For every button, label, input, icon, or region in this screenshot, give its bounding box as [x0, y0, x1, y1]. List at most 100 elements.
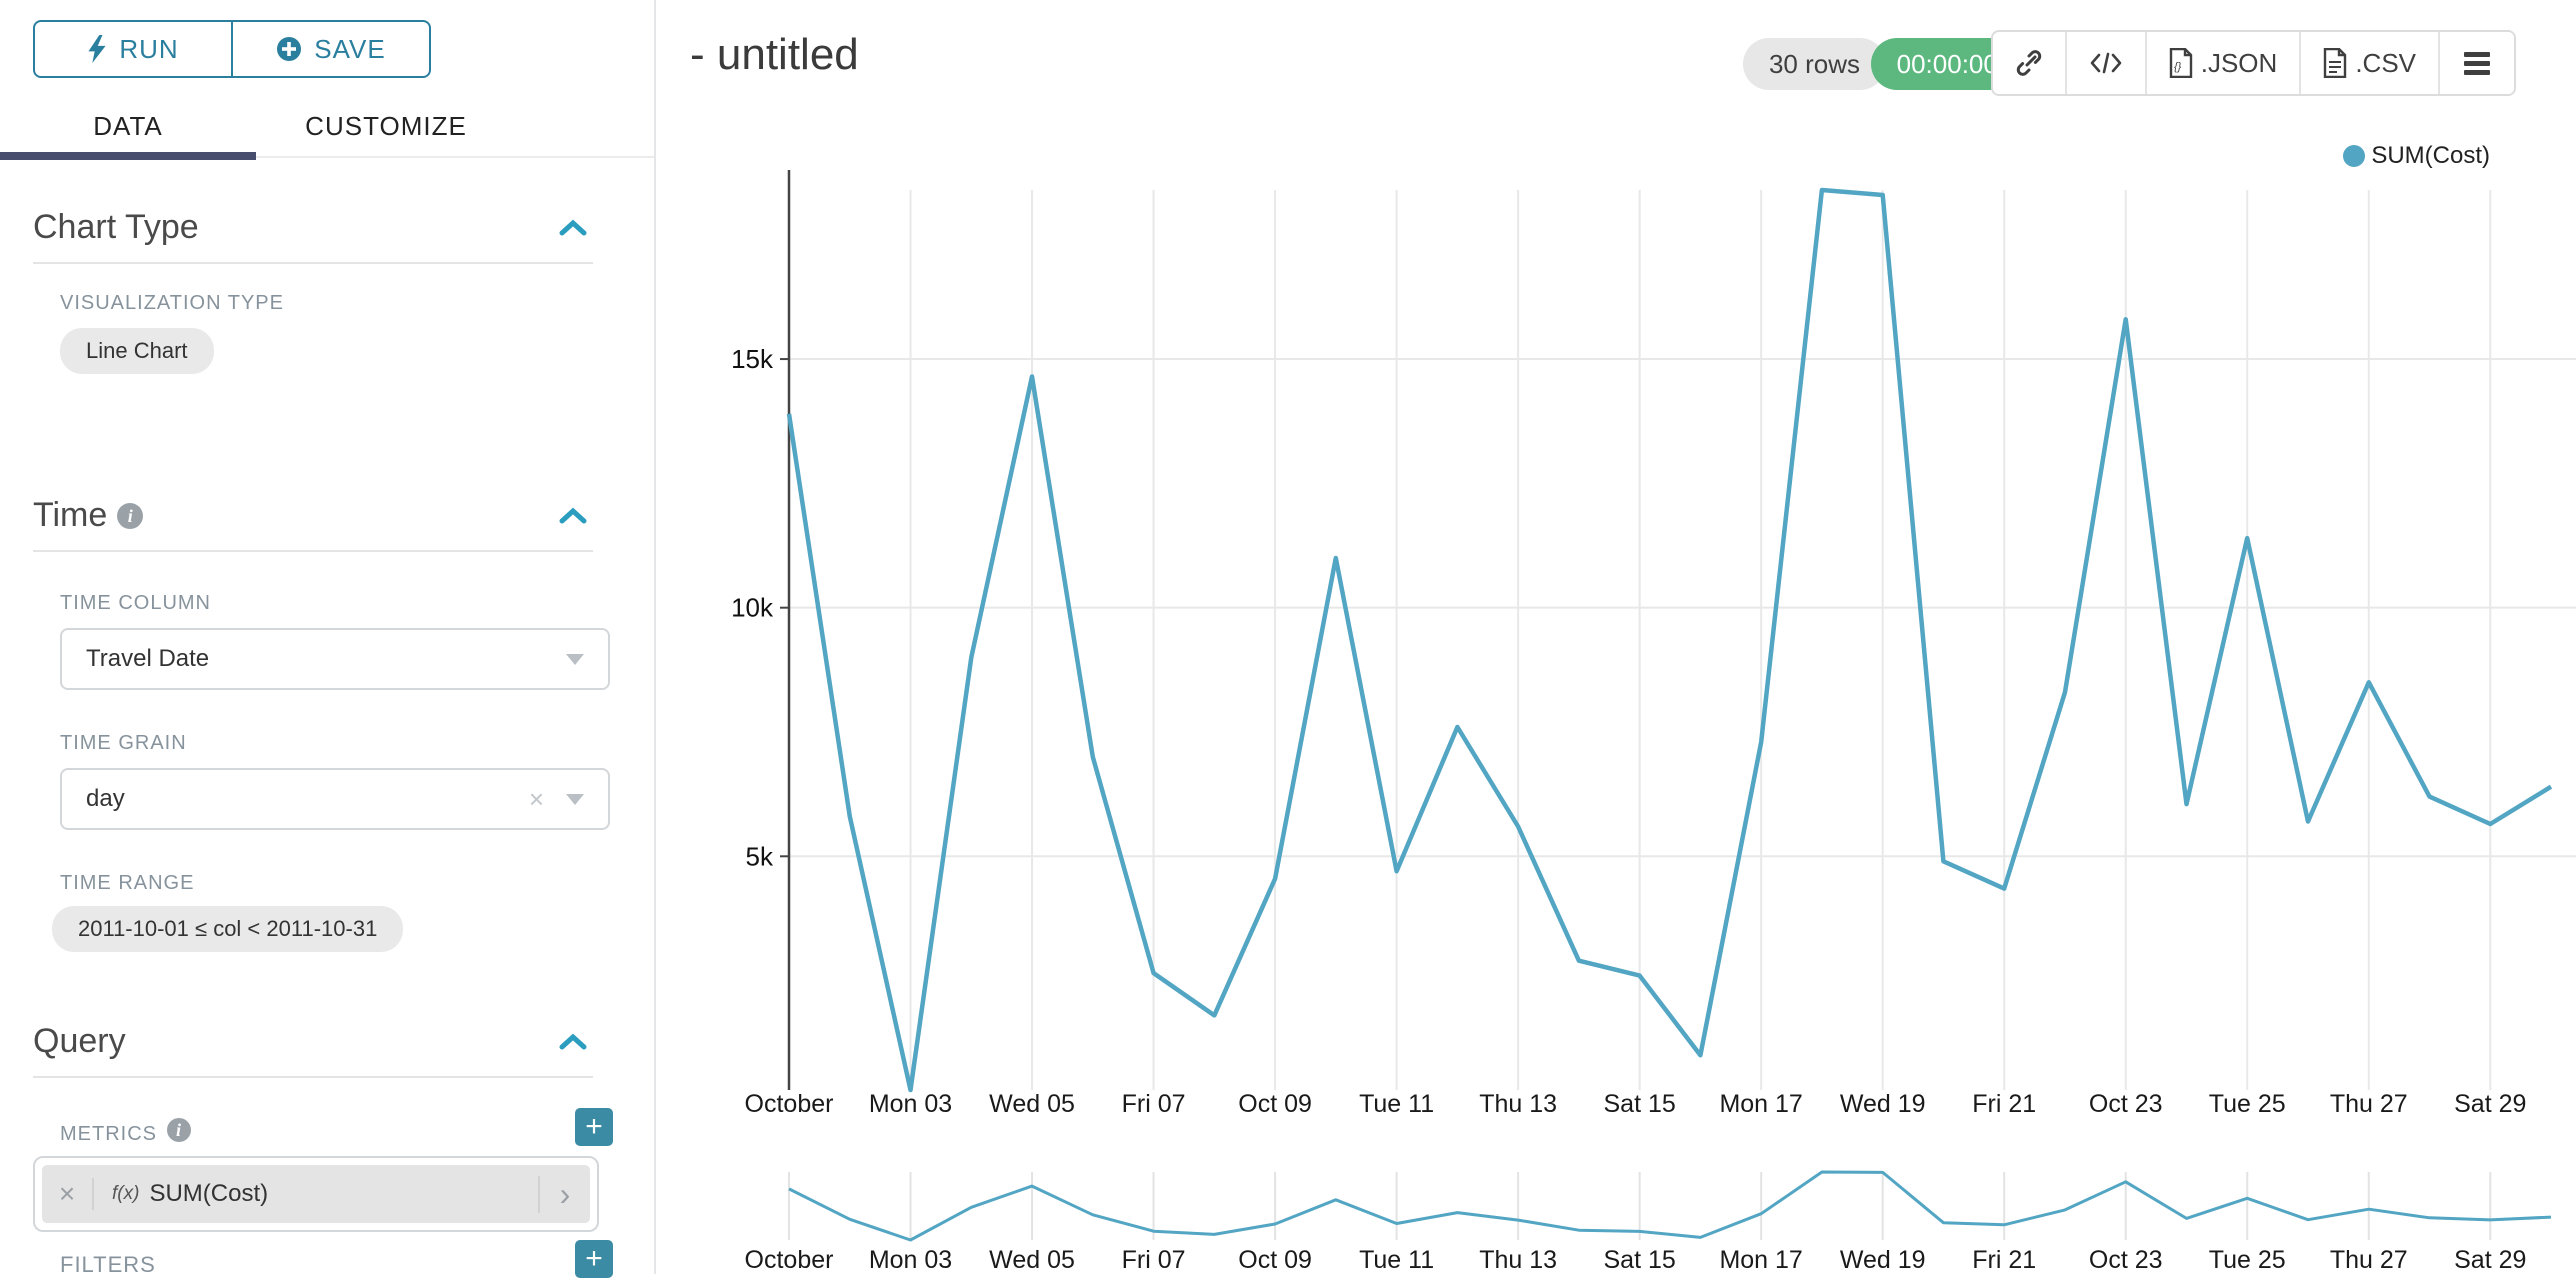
- mini-x-axis-tick-label: Thu 27: [2330, 1246, 2408, 1274]
- metrics-field: × f(x) SUM(Cost) ›: [33, 1156, 599, 1232]
- control-panel: RUN SAVE DATA CUSTOMIZE Chart Type VISUA…: [0, 0, 656, 1278]
- chart-title[interactable]: - untitled: [690, 30, 859, 79]
- mini-x-axis-tick-label: Wed 19: [1840, 1246, 1926, 1274]
- run-button-label: RUN: [119, 33, 179, 64]
- chart-menu-button[interactable]: [2440, 32, 2514, 94]
- mini-x-axis-tick-label: Fri 07: [1122, 1246, 1186, 1274]
- legend-item[interactable]: SUM(Cost): [2343, 142, 2490, 170]
- save-button-label: SAVE: [314, 33, 386, 64]
- y-axis-tick-label: 10k: [731, 593, 774, 623]
- time-grain-select[interactable]: day ×: [60, 768, 610, 830]
- mini-x-axis-tick-label: Mon 03: [869, 1246, 952, 1274]
- x-axis-tick-label: Tue 25: [2209, 1090, 2286, 1118]
- mini-x-axis-tick-label: Wed 05: [989, 1246, 1075, 1274]
- export-json-label: .JSON: [2200, 47, 2278, 78]
- legend-swatch-icon: [2343, 145, 2366, 167]
- metric-pill[interactable]: × f(x) SUM(Cost) ›: [42, 1165, 590, 1223]
- x-axis-tick-label: Oct 09: [1238, 1090, 1312, 1118]
- y-axis-tick-label: 15k: [731, 344, 774, 374]
- add-metric-button[interactable]: +: [575, 1108, 613, 1146]
- visualization-type-value: Line Chart: [86, 338, 188, 363]
- export-csv-label: .CSV: [2355, 47, 2416, 78]
- time-range-pill[interactable]: 2011-10-01 ≤ col < 2011-10-31: [52, 906, 404, 952]
- remove-metric-icon[interactable]: ×: [42, 1178, 94, 1210]
- chevron-right-icon[interactable]: ›: [538, 1175, 590, 1213]
- mini-x-axis-tick-label: Fri 21: [1972, 1246, 2036, 1274]
- mini-x-axis-tick-label: Thu 13: [1479, 1246, 1557, 1274]
- x-axis-tick-label: Fri 07: [1122, 1090, 1186, 1118]
- x-axis-tick-label: Mon 17: [1719, 1090, 1802, 1118]
- y-axis-tick-label: 5k: [746, 841, 774, 871]
- range-brush-mini-chart[interactable]: October Mon 03 Wed 05 Fri 07 Oct 09 Tue 11 Thu…: [745, 1170, 2552, 1274]
- svg-text:{}: {}: [2174, 61, 2182, 73]
- metric-value: SUM(Cost): [149, 1180, 269, 1207]
- export-csv-button[interactable]: .CSV: [2301, 32, 2440, 94]
- mini-x-axis-tick-label: Tue 11: [1359, 1246, 1434, 1274]
- x-axis-tick-label: Wed 19: [1840, 1090, 1926, 1118]
- x-axis-tick-label: Sat 15: [1603, 1090, 1675, 1118]
- divider: [33, 550, 593, 552]
- mini-x-axis-tick-label: Sat 29: [2454, 1246, 2526, 1274]
- run-save-button-group: RUN SAVE: [33, 20, 431, 78]
- chart-type-section-title: Chart Type: [33, 208, 199, 246]
- mini-x-axis-tick-label: Mon 17: [1719, 1246, 1802, 1274]
- visualization-type-pill[interactable]: Line Chart: [60, 328, 214, 374]
- add-filter-button[interactable]: +: [575, 1240, 613, 1278]
- time-column-value: Travel Date: [86, 645, 210, 672]
- active-tab-indicator: [0, 152, 256, 160]
- file-code-icon: {}: [2169, 48, 2192, 78]
- run-button[interactable]: RUN: [35, 22, 233, 76]
- view-query-button[interactable]: [2066, 32, 2147, 94]
- mini-x-axis-tick-label: Oct 09: [1238, 1246, 1312, 1274]
- line-chart: October Mon 03 Wed 05 Fri 07 Oct 09 Tue 11 Thu…: [731, 170, 2576, 1274]
- tab-data[interactable]: DATA: [93, 110, 163, 141]
- axes: [780, 170, 791, 1090]
- collapse-time-icon[interactable]: [558, 506, 588, 526]
- visualization-type-label: VISUALIZATION TYPE: [60, 292, 284, 314]
- metrics-label: METRICS i: [60, 1118, 191, 1146]
- export-button-group: {} .JSON .CSV: [1990, 30, 2516, 96]
- query-section-title: Query: [33, 1022, 126, 1060]
- filters-label: FILTERS: [60, 1252, 156, 1277]
- time-section-title: Time i: [33, 496, 144, 535]
- info-icon: i: [117, 503, 144, 529]
- lightning-bolt-icon: [88, 35, 106, 63]
- save-button[interactable]: SAVE: [233, 22, 429, 76]
- row-count-badge: 30 rows: [1742, 38, 1886, 90]
- x-axis-tick-label: Tue 11: [1359, 1090, 1434, 1118]
- chevron-down-icon: [566, 793, 584, 805]
- code-icon: [2090, 52, 2122, 74]
- time-section-title-text: Time: [33, 496, 108, 534]
- time-column-select[interactable]: Travel Date: [60, 628, 610, 690]
- info-icon: i: [167, 1118, 191, 1142]
- hamburger-menu-icon: [2464, 52, 2490, 75]
- export-json-button[interactable]: {} .JSON: [2146, 32, 2302, 94]
- x-axis-tick-label: October: [745, 1090, 834, 1118]
- x-axis-tick-label: Fri 21: [1972, 1090, 2036, 1118]
- collapse-query-icon[interactable]: [558, 1032, 588, 1052]
- metrics-label-text: METRICS: [60, 1123, 157, 1145]
- chevron-down-icon: [566, 653, 584, 665]
- share-link-button[interactable]: [1992, 32, 2067, 94]
- mini-x-axis-tick-label: Sat 15: [1603, 1246, 1675, 1274]
- axis-labels: October Mon 03 Wed 05 Fri 07 Oct 09 Tue 11 Thu…: [731, 344, 2526, 1118]
- x-axis-tick-label: Thu 13: [1479, 1090, 1557, 1118]
- tab-customize[interactable]: CUSTOMIZE: [305, 110, 467, 141]
- plus-circle-icon: [277, 37, 302, 61]
- x-axis-tick-label: Mon 03: [869, 1090, 952, 1118]
- mini-x-axis-tick-label: Tue 25: [2209, 1246, 2286, 1274]
- x-axis-tick-label: Sat 29: [2454, 1090, 2526, 1118]
- x-axis-tick-label: Thu 27: [2330, 1090, 2408, 1118]
- function-icon: f(x): [112, 1183, 140, 1204]
- time-column-label: TIME COLUMN: [60, 592, 211, 614]
- clear-icon[interactable]: ×: [528, 783, 544, 814]
- mini-x-axis-tick-label: October: [745, 1246, 834, 1274]
- collapse-chart-type-icon[interactable]: [558, 218, 588, 238]
- mini-x-axis-tick-label: Oct 23: [2089, 1246, 2163, 1274]
- file-text-icon: [2324, 48, 2347, 78]
- divider: [33, 262, 593, 264]
- panel-tabs: DATA CUSTOMIZE: [0, 96, 654, 158]
- time-range-value: 2011-10-01 ≤ col < 2011-10-31: [78, 916, 378, 941]
- time-grain-value: day: [86, 785, 125, 812]
- mini-series-line: [788, 1170, 2552, 1242]
